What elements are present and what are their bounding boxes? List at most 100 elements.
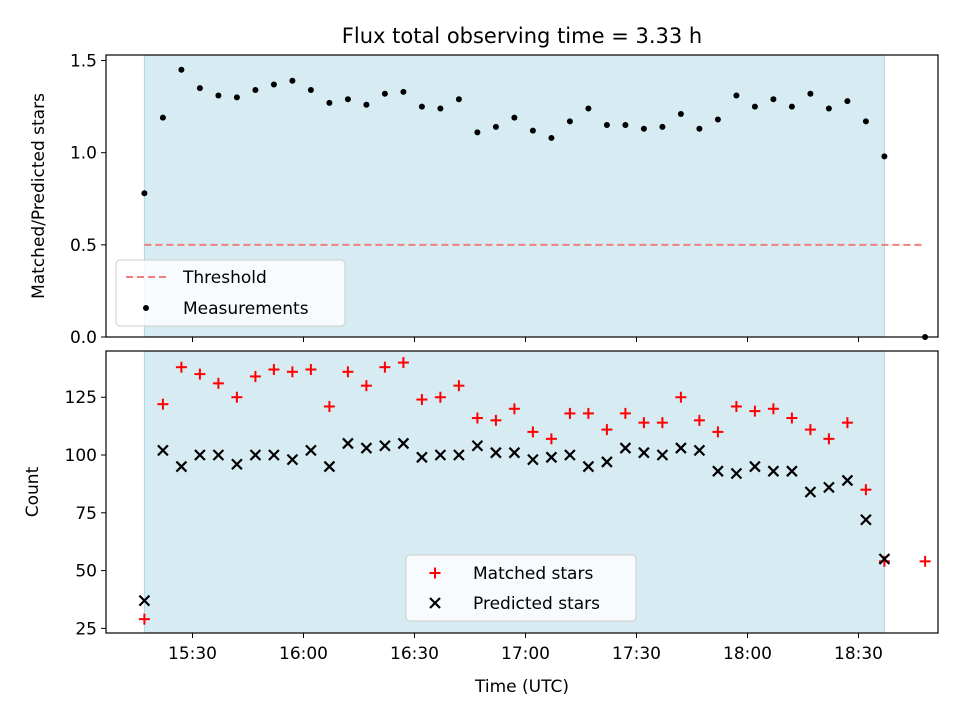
matched-star-point (138, 613, 150, 625)
matched-star-point (453, 380, 465, 392)
matched-star-point (582, 407, 594, 419)
matched-star-point (360, 380, 372, 392)
predicted-star-point (749, 460, 761, 473)
predicted-star-point (323, 460, 336, 473)
measurement-point (233, 94, 240, 101)
measurement-point (492, 123, 499, 130)
time-x-tick-label: 16:00 (279, 644, 328, 664)
matched-star-point (175, 361, 187, 373)
measurement-point (603, 122, 610, 129)
ratio-panel: 0.0 0.5 1.0 1.5 Matched/Predicted stars Thr… (29, 52, 939, 348)
measurement-point (714, 116, 721, 123)
predicted-star-point (286, 453, 299, 466)
predicted-star-point (656, 449, 669, 461)
ratio-legend-box (115, 259, 346, 327)
predicted-star-point (841, 474, 854, 487)
count-legend-box (405, 554, 637, 622)
legend-matched-swatch (429, 567, 441, 579)
count-y-axis: 25 50 75 100 125 (65, 388, 106, 639)
count-y-tick-label: 25 (75, 619, 97, 639)
measurement-point (640, 125, 647, 132)
time-x-axis-label: Time (UTC) (474, 677, 569, 697)
predicted-star-point (490, 446, 502, 459)
count-y-tick-label: 100 (65, 446, 97, 466)
predicted-star-point (823, 481, 835, 494)
matched-star-point (919, 555, 931, 567)
predicted-star-point (212, 449, 225, 461)
matched-star-point (767, 403, 779, 415)
predicted-star-point (416, 451, 428, 464)
measurement-point (344, 96, 351, 103)
predicted-star-point (786, 465, 798, 477)
time-x-tick-label: 18:00 (723, 644, 772, 664)
matched-star-point (397, 357, 409, 369)
legend-predicted-label: Predicted stars (473, 594, 600, 614)
ratio-y-axis-label: Matched/Predicted stars (29, 93, 49, 299)
measurement-point (529, 127, 536, 134)
ratio-legend: Threshold Measurements (115, 259, 346, 327)
time-x-tick-label: 15:30 (168, 644, 217, 664)
count-y-tick-label: 50 (75, 562, 97, 582)
predicted-star-point (693, 444, 706, 457)
predicted-star-point (268, 449, 280, 461)
measurement-point (733, 92, 740, 99)
predicted-star-point (453, 449, 465, 461)
measurement-point (677, 110, 684, 117)
predicted-star-point (804, 486, 817, 498)
predicted-star-point (508, 446, 521, 459)
time-x-axis: 15:30 16:00 16:30 17:00 17:30 18:00 18:30 (168, 633, 883, 664)
measurement-point (363, 101, 370, 108)
matched-star-point (675, 391, 687, 403)
predicted-star-point (379, 439, 391, 452)
time-x-tick-label: 17:30 (612, 644, 661, 664)
measurement-point (511, 114, 518, 121)
ratio-panel-frame (105, 54, 939, 338)
predicted-star-point (471, 439, 484, 452)
matched-star-point (157, 398, 169, 410)
matched-star-point (564, 407, 576, 419)
measurement-point (659, 123, 666, 130)
predicted-star-point (138, 594, 151, 607)
measurement-point (696, 125, 703, 132)
predicted-star-point (564, 449, 576, 461)
measurement-point (455, 96, 462, 103)
measurement-point (881, 153, 888, 160)
predicted-star-point (305, 444, 317, 457)
measurement-point (548, 134, 555, 141)
ratio-y-tick-label: 1.5 (70, 52, 97, 72)
matched-star-point (619, 407, 631, 419)
measurement-point (788, 103, 795, 110)
time-x-tick-label: 18:30 (834, 644, 883, 664)
ratio-y-tick-label: 0.0 (70, 328, 97, 348)
matched-star-point (379, 361, 391, 373)
count-marks (138, 357, 931, 625)
matched-star-point (656, 417, 668, 429)
matched-star-point (786, 412, 798, 424)
legend-threshold-label: Threshold (182, 268, 267, 288)
matched-star-point (268, 363, 280, 375)
measurement-point (770, 96, 777, 103)
measurement-point (159, 114, 166, 121)
matched-star-point (508, 403, 520, 415)
legend-matched-label: Matched stars (473, 564, 593, 584)
measurement-point (141, 190, 148, 197)
matched-star-point (286, 366, 298, 378)
ratio-y-tick-label: 1.0 (70, 144, 97, 164)
matched-star-point (527, 426, 539, 438)
measurement-point (307, 87, 314, 94)
matched-star-point (545, 433, 557, 445)
matched-star-point (823, 433, 835, 445)
count-y-tick-label: 75 (75, 504, 97, 524)
count-legend: Matched stars Predicted stars (405, 554, 637, 622)
ratio-x-axis (192, 337, 859, 342)
measurement-point (751, 103, 758, 110)
measurement-point (418, 103, 425, 110)
measurement-point (270, 81, 277, 88)
measurement-point (566, 118, 573, 125)
matched-star-point (860, 484, 872, 496)
ratio-y-tick-label: 0.5 (70, 236, 97, 256)
measurement-point (862, 118, 869, 125)
matched-star-point (434, 391, 446, 403)
matched-star-point (471, 412, 483, 424)
